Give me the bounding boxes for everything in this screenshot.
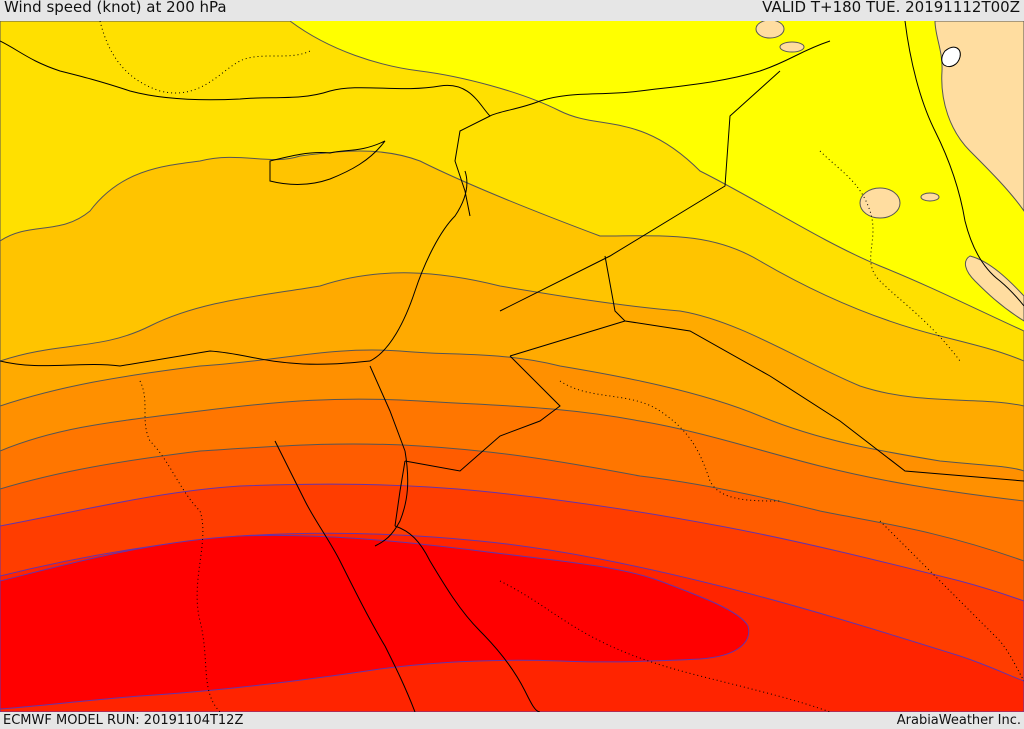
valid-time: VALID T+180 TUE. 20191112T00Z	[762, 0, 1020, 16]
credit: ArabiaWeather Inc.	[896, 713, 1021, 728]
coastlines	[0, 21, 1024, 712]
map-footer: ECMWF MODEL RUN: 20191104T12Z ArabiaWeat…	[0, 712, 1024, 729]
weak-wind-patch-iraq	[859, 187, 901, 219]
weak-wind-patch-ne	[934, 21, 1024, 212]
borders	[369, 70, 1024, 527]
internal-borders	[99, 21, 1024, 712]
weak-wind-patch-top2	[779, 41, 805, 53]
map-header: Wind speed (knot) at 200 hPa VALID T+180…	[0, 0, 1024, 21]
wind-speed-map[interactable]	[0, 21, 1024, 712]
weak-wind-patch-gulf	[964, 255, 1024, 322]
weak-wind-patch-small	[920, 192, 940, 202]
model-run: ECMWF MODEL RUN: 20191104T12Z	[3, 713, 244, 728]
map-title: Wind speed (knot) at 200 hPa	[4, 0, 227, 16]
weak-wind-patch-top	[755, 21, 785, 39]
jet-core	[0, 534, 750, 710]
calm-patch-caspian	[941, 46, 961, 68]
